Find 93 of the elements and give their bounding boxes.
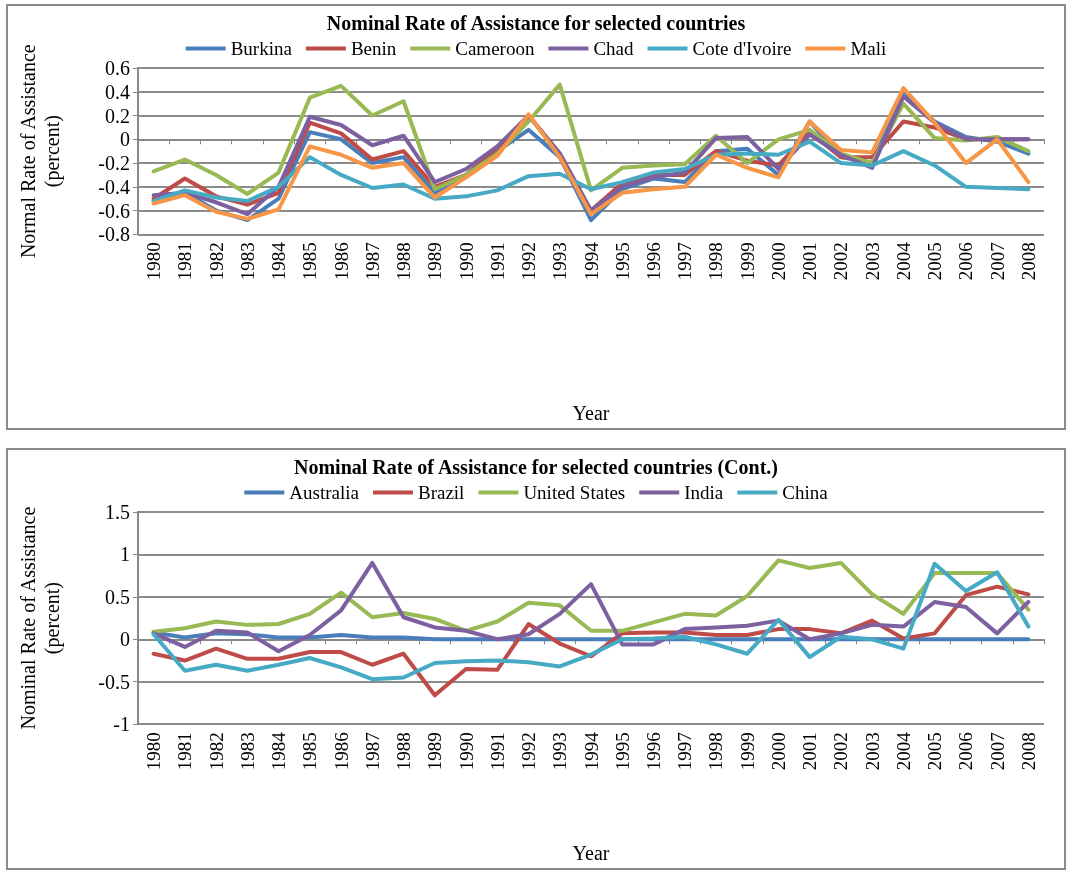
x-tick-label: 1989 — [424, 732, 446, 771]
x-tick-label: 2001 — [799, 242, 821, 281]
x-tick-label: 1987 — [361, 732, 383, 771]
x-tick-label: 2001 — [799, 732, 821, 771]
x-tick-label: 2003 — [861, 242, 883, 281]
y-axis-title: Normal Rate of Assistance (percent) — [17, 44, 64, 259]
legend-label: Australia — [289, 482, 360, 503]
y-tick-label: 0.2 — [105, 104, 130, 127]
y-tick-label: 1.5 — [105, 501, 130, 523]
y-tick-label: 0 — [120, 628, 130, 651]
x-tick-label: 2000 — [767, 732, 789, 771]
x-tick-label: 2000 — [767, 242, 789, 281]
x-tick-label: 1984 — [268, 731, 290, 771]
x-tick-label: 1999 — [736, 732, 758, 771]
x-tick-label: 2006 — [955, 242, 977, 281]
y-tick-label: 0.5 — [105, 585, 130, 608]
chart-title: Nominal Rate of Assistance for selected countries — [326, 12, 746, 34]
legend-label: Cameroon — [455, 38, 535, 59]
x-tick-label: 1988 — [393, 732, 415, 771]
legend-label: Brazil — [417, 482, 465, 503]
y-tick-label: -0.4 — [98, 175, 130, 198]
x-tick-label: 1993 — [549, 242, 571, 281]
x-tick-label: 1992 — [518, 732, 540, 771]
line-series — [151, 558, 1031, 634]
y-tick-label: -0.2 — [98, 152, 130, 175]
x-tick-label: 1997 — [674, 242, 696, 281]
y-tick-label: -0.5 — [98, 670, 130, 693]
x-tick-label: 1991 — [486, 242, 508, 281]
x-tick-label: 2007 — [986, 242, 1008, 281]
x-tick-label: 1981 — [174, 732, 196, 771]
legend-label: United States — [523, 482, 626, 503]
x-tick-label: 1986 — [330, 732, 352, 771]
legend-label: Cote d'Ivoire — [692, 38, 792, 59]
x-tick-label: 1994 — [580, 731, 602, 771]
x-tick-label: 2006 — [955, 732, 977, 771]
y-tick-label: -0.8 — [98, 223, 130, 246]
legend-label: Benin — [350, 38, 397, 59]
x-tick-label: 1982 — [205, 242, 227, 281]
y-tick-label: 0.4 — [105, 80, 130, 103]
x-axis-title: Year — [572, 402, 610, 424]
line-series — [151, 139, 1031, 204]
x-tick-label: 1998 — [705, 732, 727, 771]
x-tick-label: 1995 — [611, 732, 633, 771]
line-series — [151, 561, 1031, 682]
x-tick-label: 1994 — [580, 241, 602, 281]
x-tick-label: 2005 — [924, 242, 946, 281]
legend-label: Mali — [850, 38, 887, 59]
x-tick-label: 2008 — [1017, 242, 1039, 281]
x-tick-label: 1985 — [299, 242, 321, 281]
x-tick-label: 1989 — [424, 242, 446, 281]
x-tick-label: 1980 — [143, 732, 165, 771]
x-tick-label: 1991 — [486, 732, 508, 771]
y-tick-label: -1 — [113, 713, 130, 736]
legend-label: Burkina — [230, 38, 293, 59]
x-tick-label: 1986 — [330, 242, 352, 281]
x-tick-label: 1990 — [455, 242, 477, 281]
x-tick-label: 2002 — [830, 242, 852, 281]
x-tick-label: 1982 — [205, 732, 227, 771]
x-tick-label: 2002 — [830, 732, 852, 771]
x-tick-label: 1990 — [455, 732, 477, 771]
line-series — [151, 560, 1031, 654]
x-axis-title: Year — [572, 842, 610, 864]
x-tick-label: 1980 — [143, 242, 165, 281]
x-tick-label: 1996 — [642, 732, 664, 771]
x-tick-label: 1999 — [736, 242, 758, 281]
x-tick-label: 1981 — [174, 242, 196, 281]
x-tick-label: 2007 — [986, 732, 1008, 771]
x-tick-label: 1998 — [705, 242, 727, 281]
legend-label: China — [782, 482, 829, 503]
x-tick-label: 1995 — [611, 242, 633, 281]
y-tick-label: -0.6 — [98, 199, 130, 222]
x-tick-label: 1988 — [393, 242, 415, 281]
x-tick-label: 2008 — [1017, 732, 1039, 771]
y-tick-label: 0.6 — [105, 57, 130, 79]
legend-label: India — [684, 482, 724, 503]
x-tick-label: 2004 — [892, 731, 914, 771]
x-tick-label: 1983 — [236, 732, 258, 771]
x-tick-label: 1992 — [518, 242, 540, 281]
x-tick-label: 1983 — [236, 242, 258, 281]
y-tick-label: 0 — [120, 128, 130, 151]
legend-label: Chad — [593, 38, 635, 59]
x-tick-label: 2004 — [892, 241, 914, 281]
x-tick-label: 2005 — [924, 732, 946, 771]
x-tick-label: 1985 — [299, 732, 321, 771]
chart-title: Nominal Rate of Assistance for selected countries (Cont.) — [294, 456, 778, 479]
x-tick-label: 2003 — [861, 732, 883, 771]
y-axis-title: Nominal Rate of Assistance (percent) — [17, 506, 64, 730]
x-tick-label: 1987 — [361, 242, 383, 281]
y-tick-label: 1 — [120, 543, 130, 566]
x-tick-label: 1996 — [642, 242, 664, 281]
x-tick-label: 1997 — [674, 732, 696, 771]
x-tick-label: 1993 — [549, 732, 571, 771]
x-tick-label: 1984 — [268, 241, 290, 281]
